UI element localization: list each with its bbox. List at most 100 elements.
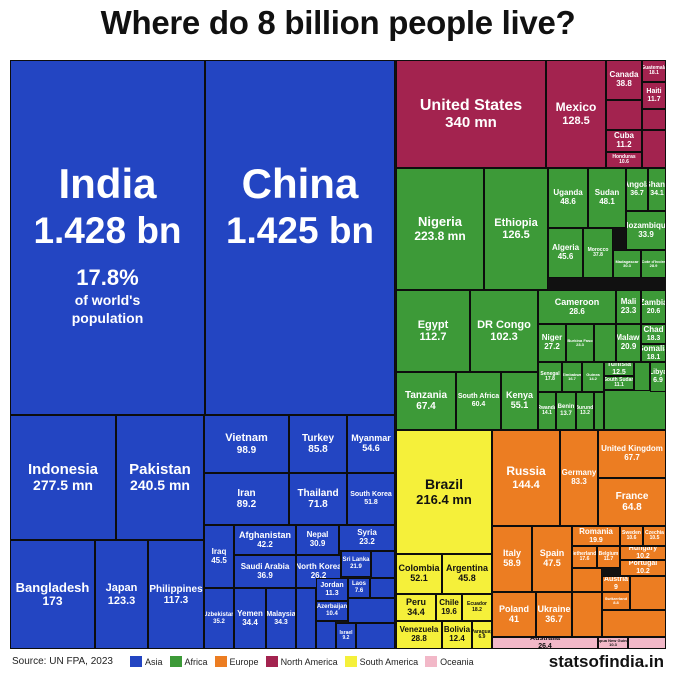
tile-country-name: Burkina Faso <box>567 337 593 343</box>
treemap-tile-ghana: Ghana34.1 <box>648 168 666 211</box>
treemap-tile-uganda: Uganda 48.6 <box>548 168 588 228</box>
tile-population-value: 18.1 <box>646 353 661 361</box>
treemap-tile-angola: Angola36.7 <box>626 168 648 211</box>
tile-country-name: France <box>615 491 649 502</box>
treemap-tile-bangladesh: Bangladesh 173 <box>10 540 95 649</box>
tile-population-value: 11.1 <box>614 382 624 388</box>
treemap-tile-haiti: Haiti 11.7 <box>642 82 666 109</box>
treemap-tile-poland: Poland 41 <box>492 592 536 637</box>
tile-country-name: Madagascar <box>615 258 639 264</box>
tile-country-name: Zimbabwe <box>562 371 582 377</box>
tile-country-name: Canada <box>609 70 639 80</box>
tile-population-value: 36.9 <box>257 570 273 580</box>
tile-population-value: 10.3 <box>609 642 617 647</box>
legend-swatch <box>265 656 278 667</box>
treemap-tile-kenya: Kenya 55.1 <box>501 372 538 430</box>
treemap-tile-papua-new-guinea: Papua New Guinea10.3 <box>598 637 628 649</box>
tile-population-value: 128.5 <box>562 114 590 127</box>
tile-population-value: 10.4 <box>326 611 338 617</box>
treemap-tile-guinea: Guinea 14.2 <box>582 362 604 392</box>
tile-population-value: 34.4 <box>407 606 425 617</box>
tile-population-value: 14.2 <box>589 376 597 381</box>
tile-population-value: 54.6 <box>362 443 380 453</box>
tile-country-name: Sri Lanka <box>342 557 370 564</box>
tile-country-name: Azerbaijan <box>316 604 348 611</box>
treemap-tile-azerbaijan: Azerbaijan 10.4 <box>316 601 348 621</box>
treemap-tile-minor-country <box>572 568 602 592</box>
tile-country-name: Paraguay <box>473 628 491 635</box>
treemap-tile-iran: Iran 89.2 <box>204 473 289 525</box>
legend-label: South America <box>359 656 419 667</box>
tile-country-name: Austria <box>603 576 629 584</box>
treemap-tile-minor-country <box>296 588 316 649</box>
tile-country-name: Uganda <box>553 188 583 198</box>
legend-item: North America <box>265 656 338 667</box>
treemap-tile-yemen: Yemen 34.4 <box>234 588 266 649</box>
tile-country-name: Jordan <box>320 581 344 589</box>
legend-label: Africa <box>184 656 208 667</box>
tile-country-name: Myanmar <box>351 433 391 444</box>
tile-country-name: Haiti <box>646 87 662 95</box>
tile-population-value: 11.7 <box>603 556 614 562</box>
tile-population-value: 19.6 <box>441 606 457 616</box>
tile-country-name: Tanzania <box>404 390 448 401</box>
treemap-tile-nepal: Nepal 30.9 <box>296 525 339 555</box>
treemap-tile-madagascar: Madagascar 30.3 <box>613 250 641 278</box>
treemap-tile-mexico: Mexico 128.5 <box>546 60 606 168</box>
treemap-tile-sweden: Sweden 10.6 <box>620 526 643 546</box>
tile-country-name: Honduras <box>612 153 636 160</box>
treemap-tile-spain: Spain 47.5 <box>532 526 572 592</box>
treemap-tile-paraguay: Paraguay6.9 <box>472 621 492 649</box>
tile-country-name: Morocco <box>587 246 609 253</box>
tile-country-name: Ethiopia <box>494 216 538 229</box>
treemap-tile-tanzania: Tanzania 67.4 <box>396 372 456 430</box>
tile-population-value: 21.9 <box>350 564 362 570</box>
tile-population-value: 34.4 <box>242 617 258 627</box>
treemap: India 1.428 bn 17.8% of world's population Ch… <box>10 60 666 649</box>
tile-country-name: Cote d'Ivoire <box>641 258 666 264</box>
treemap-tile-thailand: Thailand 71.8 <box>289 473 347 525</box>
tile-population-value: 38.8 <box>616 79 632 88</box>
treemap-tile-jordan: Jordan 11.3 <box>316 578 348 601</box>
tile-population-value: 89.2 <box>236 499 257 510</box>
tile-country-name: Iran <box>237 488 256 499</box>
tile-population-value: 45.5 <box>211 555 227 565</box>
treemap-tile-afghanistan: Afghanistan 42.2 <box>234 525 296 555</box>
treemap-tile-brazil: Brazil 216.4 mn <box>396 430 492 554</box>
tile-population-value: 10.6 <box>619 159 629 165</box>
treemap-tile-minor-country <box>594 392 604 430</box>
tile-country-name: Spain <box>539 548 565 559</box>
treemap-tile-saudi-arabia: Saudi Arabia 36.9 <box>234 555 296 588</box>
tile-country-name: Malawi <box>616 333 641 343</box>
treemap-tile-zambia: Zambia20.6 <box>641 290 666 324</box>
tile-population-value: 37.8 <box>593 252 603 258</box>
tile-population-value: 6.9 <box>478 634 486 640</box>
treemap-tile-honduras: Honduras 10.6 <box>606 152 642 168</box>
treemap-tile-minor-country <box>370 578 395 598</box>
tile-population-value: 1.428 bn <box>33 210 182 252</box>
tile-country-name: Niger <box>541 333 563 343</box>
treemap-tile-rwanda: Rwanda 14.1 <box>538 392 556 430</box>
treemap-tile-minor-country <box>642 109 666 130</box>
treemap-tile-burundi: Burundi 13.2 <box>576 392 594 430</box>
tile-country-name: Japan <box>105 582 138 595</box>
treemap-tile-czechia: Czechia 10.5 <box>643 526 666 546</box>
tile-population-value: 10.5 <box>649 535 660 541</box>
tile-population-value: 12.4 <box>449 634 465 643</box>
tile-country-name: Papua New Guinea <box>599 637 627 643</box>
treemap-tile-minor-country <box>630 576 666 610</box>
tile-population-value: 23.3 <box>576 342 584 347</box>
treemap-tile-venezuela: Venezuela 28.8 <box>396 621 442 649</box>
annotation-line: 17.8% <box>76 264 139 290</box>
tile-country-name: Pakistan <box>129 460 191 478</box>
tile-country-name: India <box>58 160 157 207</box>
tile-country-name: Egypt <box>417 318 449 331</box>
legend-item: Asia <box>130 656 163 667</box>
legend-label: North America <box>280 656 338 667</box>
treemap-tile-minor-country <box>572 592 602 637</box>
tile-population-value: 173 <box>42 594 63 609</box>
treemap-tile-argentina: Argentina 45.8 <box>442 554 492 594</box>
tile-population-value: 83.3 <box>571 477 587 486</box>
tile-population-value: 27.2 <box>544 342 560 351</box>
tile-population-value: 30.9 <box>309 539 326 548</box>
